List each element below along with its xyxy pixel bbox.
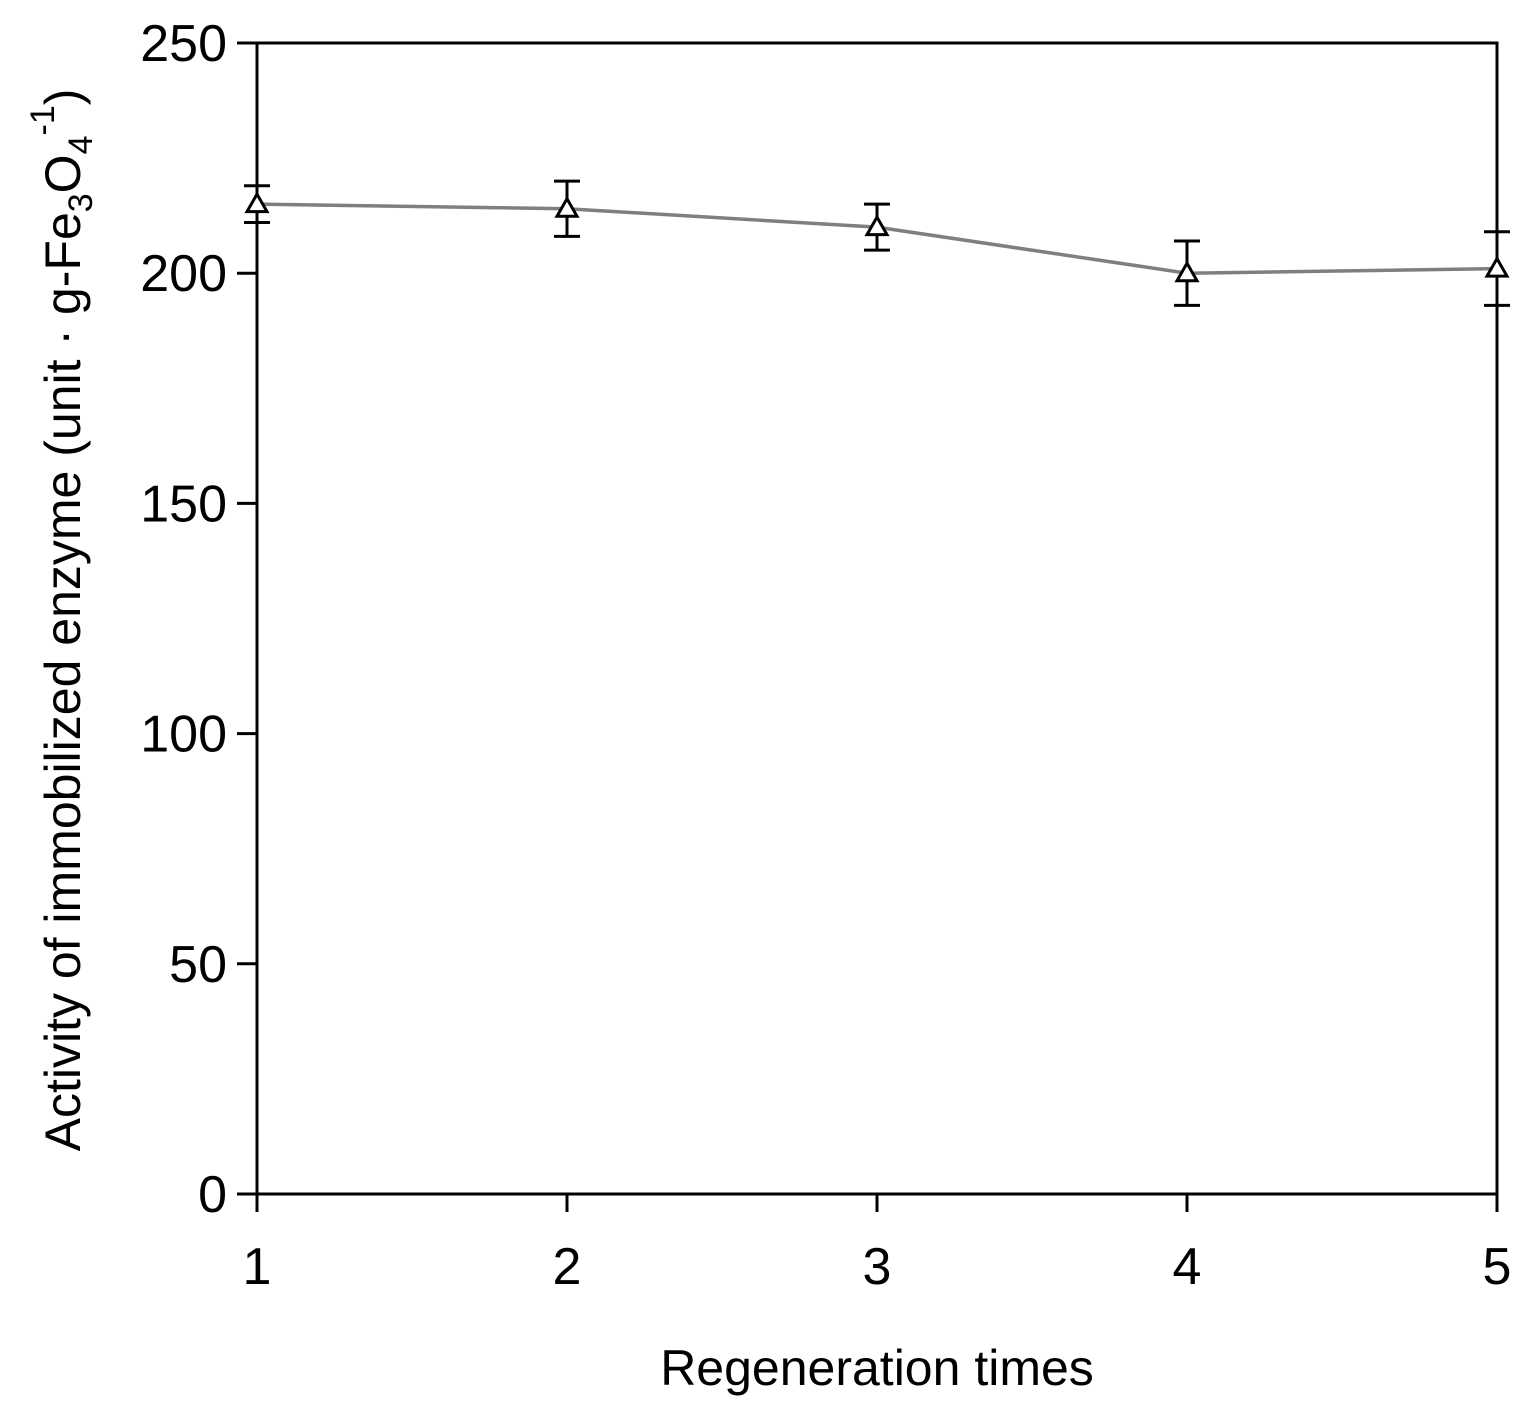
y-axis-title-sup: -1	[24, 105, 62, 135]
y-tick-label: 200	[140, 245, 227, 303]
y-axis-title-sub2: 4	[62, 135, 100, 154]
x-axis-ticks: 1 2 3 4 5	[243, 1194, 1512, 1296]
x-tick-label: 2	[553, 1238, 582, 1296]
data-point-triangle	[1484, 255, 1510, 278]
series-layer	[244, 179, 1510, 307]
y-tick-label: 50	[169, 936, 227, 994]
x-tick-label: 5	[1483, 1238, 1512, 1296]
y-tick-label: 250	[140, 15, 227, 73]
y-axis-title-mid: O	[35, 154, 91, 193]
y-tick-label: 150	[140, 475, 227, 533]
y-tick-label: 0	[198, 1166, 227, 1224]
x-tick-label: 1	[243, 1238, 272, 1296]
y-axis-title-main: Activity of immobilized enzyme (unit · g…	[35, 212, 91, 1151]
y-axis-title-close: )	[35, 89, 91, 106]
y-axis-ticks: 0 50 100 150 200 250	[140, 15, 257, 1224]
x-tick-label: 3	[863, 1238, 892, 1296]
data-point-triangle	[554, 195, 580, 218]
data-point-triangle	[244, 191, 270, 214]
data-point-triangle	[1174, 260, 1200, 283]
x-axis-title: Regeneration times	[660, 1340, 1094, 1396]
y-tick-label: 100	[140, 706, 227, 764]
data-point-triangle	[864, 214, 890, 237]
y-axis-title-sub1: 3	[62, 193, 100, 212]
x-tick-label: 4	[1173, 1238, 1202, 1296]
y-axis-title: Activity of immobilized enzyme (unit · g…	[24, 89, 100, 1152]
